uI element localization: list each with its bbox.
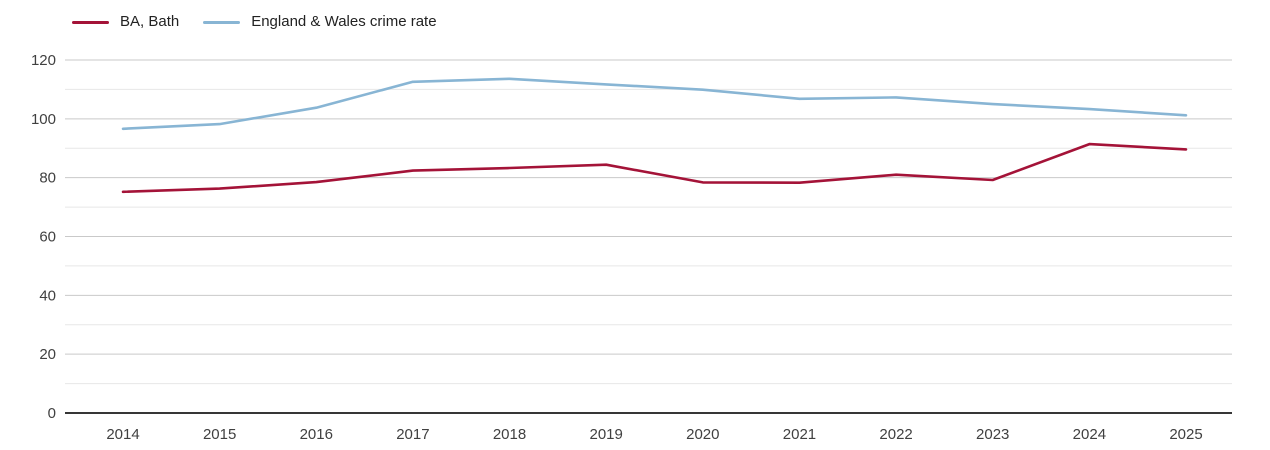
x-tick-label: 2024 xyxy=(1073,426,1106,443)
legend-item-england-wales[interactable]: England & Wales crime rate xyxy=(203,13,437,31)
y-tick-label: 120 xyxy=(31,52,56,69)
y-tick-label: 0 xyxy=(48,405,56,422)
series-line-0 xyxy=(121,142,1188,194)
y-tick-label: 80 xyxy=(39,170,56,187)
series-line-1 xyxy=(121,77,1188,131)
x-tick-label: 2015 xyxy=(203,426,236,443)
x-tick-label: 2022 xyxy=(879,426,912,443)
x-tick-label: 2025 xyxy=(1169,426,1202,443)
x-tick-label: 2020 xyxy=(686,426,719,443)
x-tick-label: 2023 xyxy=(976,426,1009,443)
x-tick-label: 2021 xyxy=(783,426,816,443)
england-wales-series-line-icon xyxy=(203,20,241,24)
bath-series-line-icon xyxy=(72,20,109,24)
legend-label-england-wales: England & Wales crime rate xyxy=(251,13,437,30)
x-tick-label: 2018 xyxy=(493,426,526,443)
y-tick-label: 60 xyxy=(39,229,56,246)
y-tick-label: 20 xyxy=(39,346,56,363)
chart-legend: BA, Bath England & Wales crime rate xyxy=(72,13,437,31)
y-tick-label: 40 xyxy=(39,287,56,304)
legend-item-bath[interactable]: BA, Bath xyxy=(72,13,179,31)
x-tick-label: 2019 xyxy=(589,426,622,443)
x-tick-label: 2014 xyxy=(106,426,139,443)
x-tick-label: 2016 xyxy=(300,426,333,443)
y-tick-label: 100 xyxy=(31,111,56,128)
x-tick-label: 2017 xyxy=(396,426,429,443)
legend-label-bath: BA, Bath xyxy=(120,13,180,30)
